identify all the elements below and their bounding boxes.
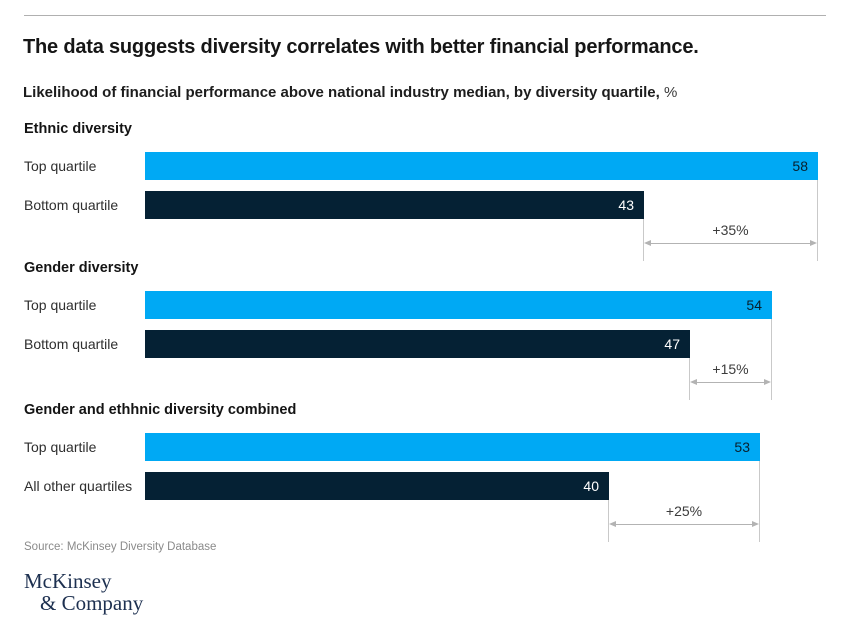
delta-label: +15% — [712, 361, 749, 377]
annotation-vline — [759, 461, 760, 542]
logo-line-1: McKinsey — [24, 569, 112, 593]
mckinsey-logo: McKinsey & Company — [24, 570, 143, 614]
annotation-vline — [608, 500, 609, 542]
group-header: Ethnic diversity — [24, 121, 132, 137]
group-header: Gender and ethhnic diversity combined — [24, 402, 297, 418]
double-arrow-icon — [609, 521, 759, 528]
bar-value: 54 — [746, 297, 762, 313]
bar-bottom-quartile: 40 — [145, 472, 609, 500]
annotation-vline — [689, 358, 690, 400]
bar-bottom-quartile: 43 — [145, 191, 644, 219]
chart-unit-label: % — [663, 84, 678, 101]
double-arrow-icon — [690, 379, 771, 386]
delta-annotation: +25% — [609, 500, 759, 542]
chart-subtitle-text: Likelihood of financial performance abov… — [23, 84, 660, 101]
bar-value: 43 — [618, 197, 634, 213]
row-label: Top quartile — [24, 158, 97, 174]
double-arrow-icon — [644, 240, 817, 247]
row-label: Top quartile — [24, 439, 97, 455]
page-title: The data suggests diversity correlates w… — [23, 36, 699, 58]
delta-annotation: +35% — [644, 219, 817, 261]
annotation-vline — [643, 219, 644, 261]
bar-value: 40 — [583, 478, 599, 494]
row-label: Top quartile — [24, 297, 97, 313]
chart-group-combined-diversity: Gender and ethhnic diversity combined To… — [0, 402, 847, 543]
group-header: Gender diversity — [24, 260, 139, 276]
delta-label: +35% — [712, 222, 749, 238]
chart-group-gender-diversity: Gender diversity Top quartile 54 Bottom … — [0, 260, 847, 401]
delta-annotation: +15% — [690, 358, 771, 400]
source-text: Source: McKinsey Diversity Database — [24, 541, 217, 553]
row-label: All other quartiles — [24, 478, 133, 494]
chart-subtitle: Likelihood of financial performance abov… — [23, 84, 813, 101]
annotation-vline — [771, 319, 772, 400]
bar-value: 53 — [734, 439, 750, 455]
top-rule — [24, 15, 826, 16]
bar-value: 58 — [792, 158, 808, 174]
delta-label: +25% — [665, 503, 703, 519]
logo-line-2: & Company — [40, 591, 144, 615]
bar-top-quartile: 54 — [145, 291, 772, 319]
bar-value: 47 — [664, 336, 680, 352]
bar-top-quartile: 58 — [145, 152, 818, 180]
row-label: Bottom quartile — [24, 336, 119, 352]
chart-group-ethnic-diversity: Ethnic diversity Top quartile 58 Bottom … — [0, 121, 847, 262]
row-label: Bottom quartile — [24, 197, 119, 213]
annotation-vline — [817, 180, 818, 261]
bar-bottom-quartile: 47 — [145, 330, 690, 358]
bar-top-quartile: 53 — [145, 433, 760, 461]
